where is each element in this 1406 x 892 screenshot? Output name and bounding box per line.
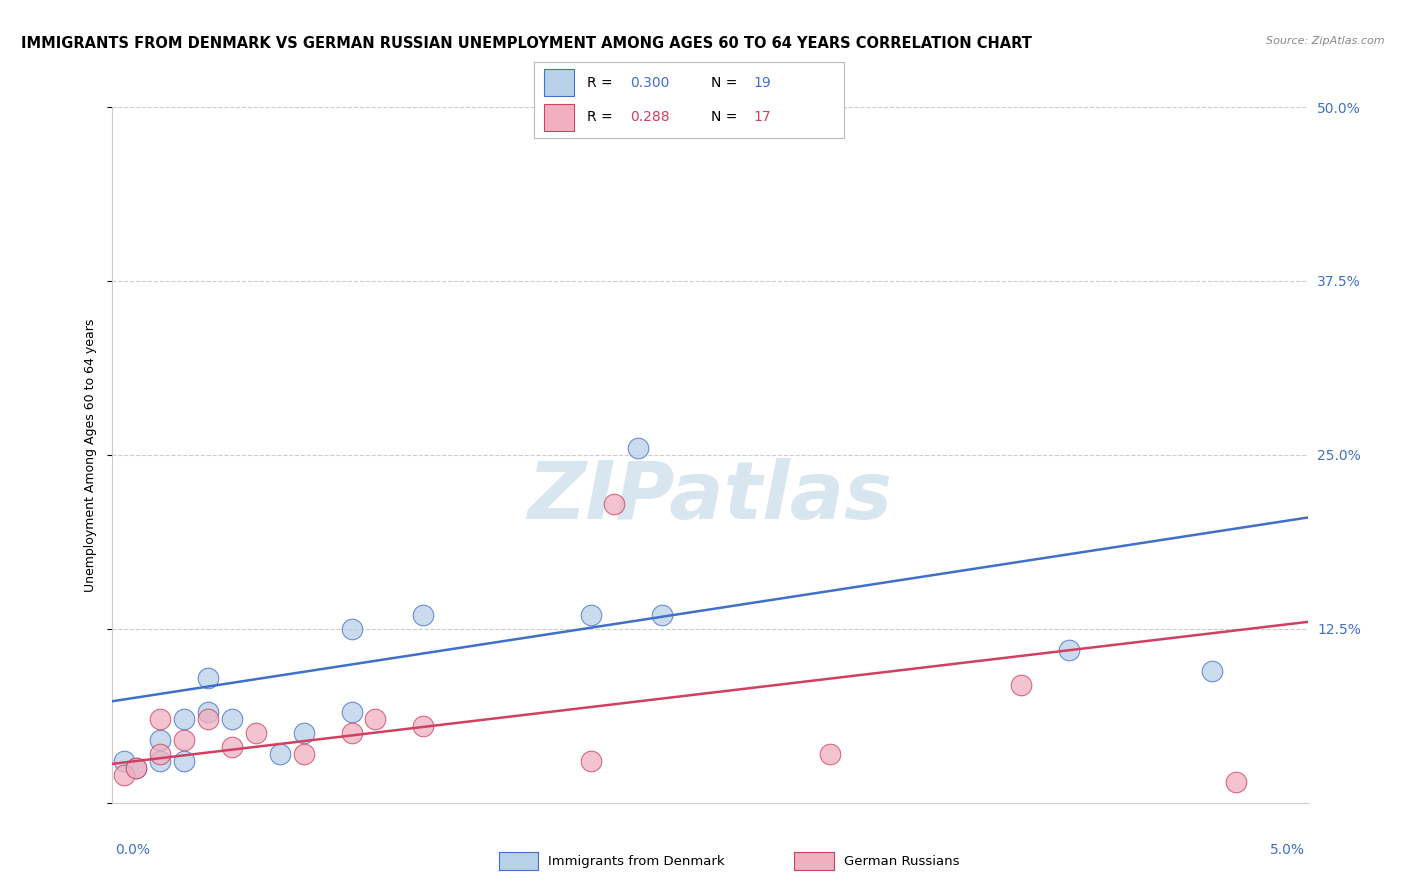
Text: IMMIGRANTS FROM DENMARK VS GERMAN RUSSIAN UNEMPLOYMENT AMONG AGES 60 TO 64 YEARS: IMMIGRANTS FROM DENMARK VS GERMAN RUSSIA… — [21, 36, 1032, 51]
Y-axis label: Unemployment Among Ages 60 to 64 years: Unemployment Among Ages 60 to 64 years — [83, 318, 97, 591]
Bar — [544, 104, 575, 130]
Bar — [544, 70, 575, 95]
Point — [292, 747, 315, 761]
Point — [579, 607, 602, 622]
Point — [1201, 664, 1223, 678]
Point — [340, 622, 363, 636]
Point — [149, 747, 172, 761]
Point — [149, 733, 172, 747]
Point — [412, 719, 434, 733]
Point — [1225, 775, 1247, 789]
Point — [245, 726, 267, 740]
Point — [579, 754, 602, 768]
Point — [1010, 677, 1032, 691]
Point — [818, 747, 841, 761]
Text: N =: N = — [710, 111, 741, 124]
Point — [269, 747, 291, 761]
Point — [173, 733, 195, 747]
Text: 17: 17 — [754, 111, 772, 124]
Point — [197, 706, 219, 720]
Point — [603, 497, 626, 511]
Text: 5.0%: 5.0% — [1270, 843, 1305, 857]
Point — [651, 607, 673, 622]
Point — [114, 768, 135, 782]
Point — [221, 740, 243, 755]
Point — [627, 441, 650, 455]
Point — [173, 754, 195, 768]
Text: 0.0%: 0.0% — [115, 843, 150, 857]
Point — [340, 706, 363, 720]
Text: N =: N = — [710, 76, 741, 89]
Point — [221, 712, 243, 726]
Text: 0.288: 0.288 — [630, 111, 669, 124]
Point — [292, 726, 315, 740]
Point — [340, 726, 363, 740]
Text: German Russians: German Russians — [844, 855, 959, 868]
Text: 19: 19 — [754, 76, 772, 89]
Point — [197, 712, 219, 726]
Point — [364, 712, 387, 726]
Point — [173, 712, 195, 726]
Point — [412, 607, 434, 622]
Text: Source: ZipAtlas.com: Source: ZipAtlas.com — [1267, 36, 1385, 45]
Text: Immigrants from Denmark: Immigrants from Denmark — [548, 855, 725, 868]
Point — [125, 761, 148, 775]
Text: 0.300: 0.300 — [630, 76, 669, 89]
Point — [1057, 642, 1080, 657]
Point — [149, 754, 172, 768]
Point — [114, 754, 135, 768]
Point — [125, 761, 148, 775]
Point — [149, 712, 172, 726]
Text: R =: R = — [586, 76, 617, 89]
Text: ZIPatlas: ZIPatlas — [527, 458, 893, 536]
Text: R =: R = — [586, 111, 617, 124]
Point — [197, 671, 219, 685]
